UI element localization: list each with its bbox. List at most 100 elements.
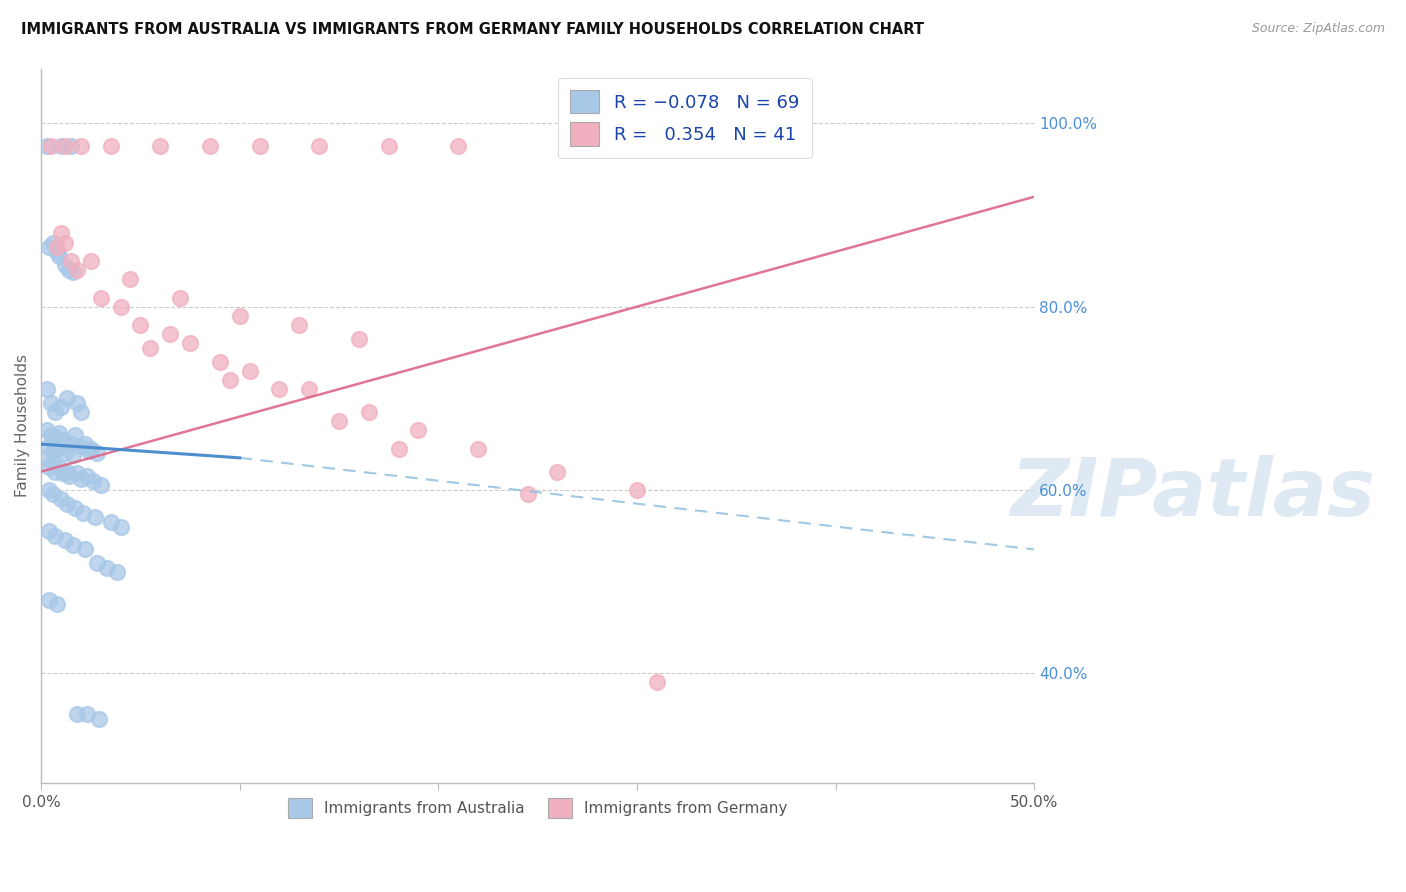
- Point: [35, 450, 58, 465]
- Point: [149, 139, 172, 153]
- Point: [87, 712, 110, 726]
- Point: [547, 465, 569, 479]
- Point: [48, 249, 70, 263]
- Point: [377, 139, 399, 153]
- Point: [53, 446, 76, 460]
- Point: [110, 300, 132, 314]
- Point: [105, 566, 128, 580]
- Point: [208, 354, 231, 368]
- Point: [42, 235, 65, 250]
- Point: [38, 483, 60, 497]
- Point: [72, 506, 94, 520]
- Point: [48, 460, 70, 475]
- Point: [66, 396, 89, 410]
- Point: [77, 444, 100, 458]
- Legend: Immigrants from Australia, Immigrants from Germany: Immigrants from Australia, Immigrants fr…: [280, 790, 796, 825]
- Point: [46, 244, 69, 259]
- Point: [100, 515, 122, 529]
- Point: [63, 428, 86, 442]
- Point: [96, 561, 118, 575]
- Point: [269, 382, 291, 396]
- Point: [249, 139, 271, 153]
- Point: [44, 405, 66, 419]
- Point: [90, 478, 112, 492]
- Point: [66, 707, 89, 722]
- Text: ZIPatlas: ZIPatlas: [1011, 456, 1375, 533]
- Point: [42, 444, 65, 458]
- Point: [179, 336, 201, 351]
- Point: [38, 240, 60, 254]
- Point: [44, 529, 66, 543]
- Point: [228, 309, 250, 323]
- Point: [49, 139, 72, 153]
- Point: [388, 442, 411, 456]
- Y-axis label: Family Households: Family Households: [15, 354, 30, 497]
- Point: [447, 139, 470, 153]
- Point: [328, 414, 350, 428]
- Point: [357, 405, 380, 419]
- Point: [38, 592, 60, 607]
- Point: [288, 318, 311, 332]
- Point: [38, 524, 60, 538]
- Point: [86, 446, 108, 460]
- Point: [467, 442, 489, 456]
- Point: [39, 139, 62, 153]
- Point: [66, 467, 89, 481]
- Point: [44, 430, 66, 444]
- Point: [239, 364, 262, 378]
- Point: [42, 455, 65, 469]
- Point: [67, 439, 90, 453]
- Point: [53, 533, 76, 548]
- Point: [44, 465, 66, 479]
- Point: [645, 675, 668, 690]
- Point: [38, 439, 60, 453]
- Point: [46, 598, 69, 612]
- Point: [58, 263, 80, 277]
- Point: [66, 263, 89, 277]
- Point: [59, 437, 82, 451]
- Point: [218, 373, 240, 387]
- Point: [56, 465, 79, 479]
- Point: [62, 448, 84, 462]
- Point: [80, 442, 103, 456]
- Point: [39, 428, 62, 442]
- Point: [53, 139, 76, 153]
- Point: [62, 538, 84, 552]
- Point: [139, 341, 162, 355]
- Point: [56, 497, 79, 511]
- Point: [80, 253, 103, 268]
- Point: [69, 139, 91, 153]
- Point: [159, 327, 181, 342]
- Point: [59, 139, 82, 153]
- Point: [46, 240, 69, 254]
- Point: [83, 510, 105, 524]
- Point: [52, 467, 75, 481]
- Point: [53, 259, 76, 273]
- Point: [516, 487, 538, 501]
- Point: [120, 272, 142, 286]
- Point: [53, 235, 76, 250]
- Point: [100, 139, 122, 153]
- Point: [76, 707, 98, 722]
- Point: [35, 382, 58, 396]
- Point: [347, 332, 370, 346]
- Point: [626, 483, 648, 497]
- Point: [69, 472, 91, 486]
- Text: Source: ZipAtlas.com: Source: ZipAtlas.com: [1251, 22, 1385, 36]
- Point: [49, 401, 72, 415]
- Point: [76, 469, 98, 483]
- Point: [39, 396, 62, 410]
- Point: [49, 227, 72, 241]
- Point: [58, 469, 80, 483]
- Point: [408, 423, 430, 437]
- Point: [308, 139, 330, 153]
- Point: [90, 291, 112, 305]
- Point: [86, 556, 108, 570]
- Point: [52, 433, 75, 447]
- Point: [59, 253, 82, 268]
- Point: [56, 392, 79, 406]
- Point: [110, 519, 132, 533]
- Point: [63, 501, 86, 516]
- Point: [46, 442, 69, 456]
- Point: [62, 265, 84, 279]
